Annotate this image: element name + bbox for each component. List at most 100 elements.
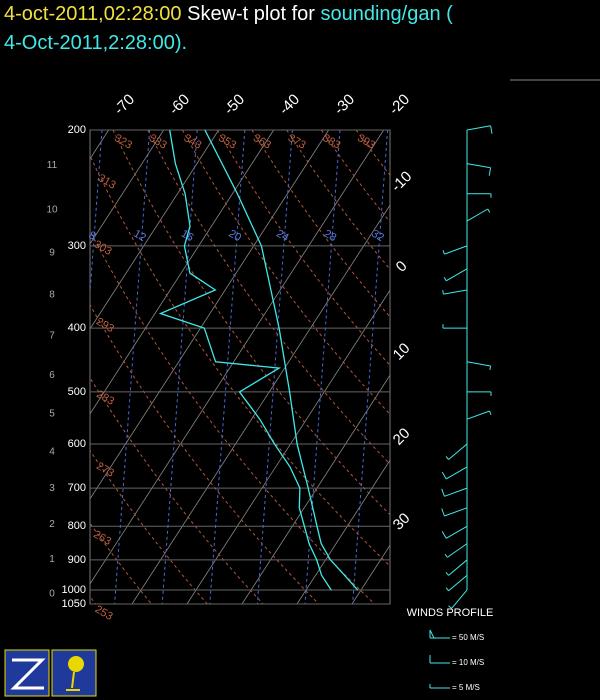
mixing-ratio-line (114, 130, 151, 604)
wind-barb (445, 559, 468, 576)
temperature-tick-label: 30 (390, 510, 414, 534)
height-tick-label: 11 (47, 160, 58, 171)
mixing-ratio-line (352, 130, 389, 604)
logo-z-glyph (10, 658, 46, 690)
pressure-tick-label: 800 (68, 520, 86, 532)
wind-barb (442, 324, 468, 329)
pressure-tick-label: 700 (68, 482, 86, 494)
wind-barb (442, 245, 468, 255)
plot-frame (89, 129, 391, 605)
dry-adiabat-label: 373 (286, 132, 308, 152)
mixing-ratio-line (256, 130, 293, 604)
dry-adiabat-label: 393 (355, 132, 377, 152)
pressure-tick-label: 200 (68, 124, 86, 136)
dry-adiabat-label: 333 (147, 132, 169, 152)
wind-barb (466, 208, 491, 222)
dry-adiabat-label: 313 (96, 172, 118, 192)
wind-barb (445, 443, 468, 460)
dry-adiabat (320, 130, 390, 223)
height-tick-label: 8 (49, 289, 55, 300)
dry-adiabat (112, 130, 390, 516)
height-tick-label: 4 (49, 446, 55, 457)
profile-line (204, 129, 359, 591)
wind-legend-label: = 10 M/S (452, 658, 484, 667)
dry-adiabat-label: 283 (94, 388, 116, 408)
pressure-tick-label: 600 (68, 438, 86, 450)
title-station-date: 4-Oct-2011,2:28:00). (4, 32, 188, 54)
isotherm (90, 130, 110, 160)
title: 4-oct-2011,02:28:00 Skew-t plot for soun… (4, 0, 453, 58)
dry-adiabat-label: 363 (251, 132, 273, 152)
dry-adiabat-label: 263 (91, 528, 113, 548)
dry-adiabat-label: 303 (92, 238, 114, 258)
wind-barb (429, 629, 450, 639)
wind-barb (466, 391, 492, 396)
isotherm (186, 289, 390, 604)
temperature-tick-label: -60 (166, 91, 193, 118)
height-tick-label: 5 (49, 409, 55, 420)
wind-barb (441, 487, 468, 497)
logos (4, 649, 97, 697)
wind-legend-label: = 5 M/S (452, 683, 480, 692)
wind-barb (448, 589, 468, 609)
title-text: Skew-t plot for (187, 3, 315, 25)
dry-adiabat (182, 130, 390, 416)
wind-barb (444, 543, 468, 558)
mixing-ratio-line (304, 130, 341, 604)
pressure-tick-label: 1000 (62, 584, 86, 596)
wind-barb (441, 466, 468, 480)
wind-barb (445, 575, 468, 592)
dry-adiabat-label: 273 (94, 460, 116, 480)
dry-adiabat (90, 449, 208, 604)
wind-barb (429, 684, 450, 689)
temperature-tick-label: 10 (390, 340, 414, 364)
wind-barb (429, 655, 450, 664)
mixing-ratio-label: 20 (227, 228, 244, 245)
height-tick-label: 10 (46, 204, 58, 215)
mixing-ratio-label: 24 (274, 228, 291, 245)
isotherm (241, 374, 390, 604)
logo-balloon-line (66, 671, 80, 691)
temperature-tick-label: -10 (388, 168, 415, 195)
dry-adiabat (90, 376, 264, 604)
height-tick-label: 6 (49, 370, 55, 381)
mixing-ratio-line (161, 130, 198, 604)
height-tick-label: 7 (49, 330, 55, 341)
isotherm (90, 130, 275, 415)
height-tick-label: 3 (49, 483, 55, 494)
isotherm (90, 130, 165, 245)
dry-adiabat (90, 229, 375, 604)
dry-adiabat (90, 595, 97, 604)
mixing-ratio-label: 12 (131, 228, 148, 245)
isotherm (351, 544, 390, 604)
temperature-tick-label: -50 (221, 91, 248, 118)
dry-adiabat-label: 253 (93, 603, 115, 623)
wind-barb (466, 125, 493, 134)
wind-barb (441, 507, 468, 517)
dry-adiabat (251, 130, 390, 318)
profile-line (158, 129, 332, 591)
isotherm (296, 459, 390, 604)
isotherm (90, 130, 330, 500)
dry-adiabat-label: 343 (182, 132, 204, 152)
wind-title: WINDS PROFILE (407, 607, 494, 619)
pressure-tick-label: 500 (68, 386, 86, 398)
wind-barb (466, 163, 492, 176)
dry-adiabat-label: 323 (112, 132, 134, 152)
dry-adiabat (355, 130, 390, 177)
dry-adiabat (90, 303, 320, 604)
height-tick-label: 0 (49, 588, 55, 599)
dry-adiabat-label: 293 (94, 316, 116, 336)
temperature-tick-label: 20 (390, 425, 414, 449)
mixing-ratio-line (209, 130, 246, 604)
mixing-ratio-label: 32 (369, 228, 386, 245)
isotherm (90, 130, 220, 330)
dry-adiabat-label: 353 (216, 132, 238, 152)
wind-barb (443, 268, 468, 282)
logo-balloon-glyph (68, 656, 84, 672)
wind-barb (441, 525, 468, 539)
dry-adiabat (147, 130, 390, 465)
temperature-tick-label: -40 (276, 91, 303, 118)
wind-legend-label: = 50 M/S (452, 633, 484, 642)
